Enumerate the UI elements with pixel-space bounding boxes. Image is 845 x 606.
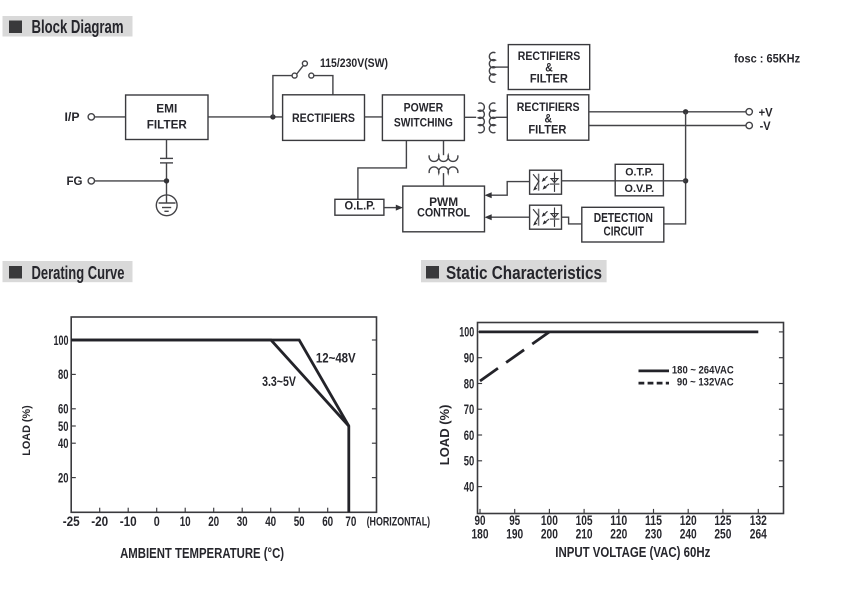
svg-text:180: 180 [472, 527, 489, 542]
svg-text:250: 250 [714, 527, 731, 542]
svg-text:60: 60 [464, 428, 475, 443]
svg-text:50: 50 [294, 514, 305, 529]
svg-text:115: 115 [645, 513, 662, 528]
svg-text:SWITCHING: SWITCHING [394, 115, 453, 129]
svg-text:120: 120 [680, 513, 697, 528]
svg-text:264: 264 [750, 527, 767, 542]
svg-text:70: 70 [464, 402, 475, 417]
svg-text:180 ~ 264VAC: 180 ~ 264VAC [672, 364, 734, 376]
svg-text:RECTIFIERS: RECTIFIERS [292, 111, 355, 125]
svg-text:LOAD (%): LOAD (%) [437, 405, 452, 466]
svg-text:230: 230 [645, 527, 662, 542]
svg-text:FILTER: FILTER [530, 74, 569, 86]
svg-text:90 ~ 132VAC: 90 ~ 132VAC [677, 376, 734, 388]
svg-text:100: 100 [54, 333, 69, 348]
svg-text:+V: +V [759, 105, 773, 119]
svg-text:0: 0 [154, 514, 160, 529]
svg-text:O.L.P.: O.L.P. [345, 201, 376, 213]
svg-text:FILTER: FILTER [528, 125, 567, 137]
svg-text:-20: -20 [91, 514, 108, 529]
svg-text:DETECTION: DETECTION [594, 211, 653, 225]
svg-text:FILTER: FILTER [147, 118, 187, 132]
svg-text:80: 80 [464, 376, 475, 391]
svg-text:50: 50 [58, 419, 69, 434]
svg-text:Block Diagram: Block Diagram [32, 17, 124, 37]
svg-text:80: 80 [58, 367, 69, 382]
svg-text:60: 60 [322, 514, 333, 529]
svg-text:110: 110 [610, 513, 627, 528]
svg-text:12~48V: 12~48V [316, 351, 356, 366]
svg-text:RECTIFIERS: RECTIFIERS [518, 51, 581, 63]
svg-text:PWM: PWM [429, 195, 458, 209]
svg-text:40: 40 [464, 479, 475, 494]
svg-text:40: 40 [265, 514, 276, 529]
svg-text:20: 20 [58, 470, 69, 485]
svg-text:O.T.P.: O.T.P. [625, 167, 653, 179]
svg-text:FG: FG [67, 174, 83, 188]
svg-text:125: 125 [714, 513, 731, 528]
svg-text:115/230V(SW): 115/230V(SW) [320, 56, 388, 70]
svg-text:-V: -V [760, 119, 771, 133]
svg-text:60: 60 [58, 402, 69, 417]
svg-text:50: 50 [464, 454, 475, 469]
svg-text:220: 220 [610, 527, 627, 542]
svg-text:240: 240 [680, 527, 697, 542]
svg-text:&: & [545, 62, 553, 74]
svg-text:Static Characteristics: Static Characteristics [446, 263, 602, 283]
svg-text:(HORIZONTAL): (HORIZONTAL) [367, 516, 431, 528]
svg-text:&: & [544, 114, 552, 126]
svg-text:CONTROL: CONTROL [417, 206, 470, 220]
svg-text:3.3~5V: 3.3~5V [262, 374, 296, 389]
svg-text:105: 105 [576, 513, 593, 528]
svg-text:LOAD (%): LOAD (%) [21, 405, 33, 456]
svg-text:200: 200 [541, 527, 558, 542]
svg-text:40: 40 [58, 436, 69, 451]
svg-text:AMBIENT TEMPERATURE (°C): AMBIENT TEMPERATURE (°C) [120, 546, 284, 562]
svg-text:RECTIFIERS: RECTIFIERS [517, 102, 580, 114]
svg-text:-10: -10 [120, 514, 137, 529]
svg-text:EMI: EMI [156, 102, 177, 116]
svg-text:-25: -25 [63, 514, 80, 529]
svg-text:90: 90 [475, 513, 486, 528]
svg-text:20: 20 [208, 514, 219, 529]
svg-text:190: 190 [506, 527, 523, 542]
svg-text:100: 100 [541, 513, 558, 528]
svg-text:POWER: POWER [404, 101, 444, 115]
svg-text:70: 70 [345, 514, 356, 529]
svg-text:95: 95 [509, 513, 520, 528]
svg-text:90: 90 [464, 351, 475, 366]
svg-text:I/P: I/P [65, 110, 80, 124]
svg-text:210: 210 [576, 527, 593, 542]
svg-text:Derating Curve: Derating Curve [32, 263, 125, 283]
svg-text:fosc : 65KHz: fosc : 65KHz [734, 52, 800, 66]
svg-text:O.V.P.: O.V.P. [625, 183, 655, 195]
svg-text:30: 30 [237, 514, 248, 529]
svg-text:CIRCUIT: CIRCUIT [604, 225, 645, 239]
svg-text:INPUT VOLTAGE (VAC) 60Hz: INPUT VOLTAGE (VAC) 60Hz [555, 545, 710, 561]
svg-text:10: 10 [180, 514, 191, 529]
svg-text:100: 100 [459, 325, 474, 340]
svg-text:132: 132 [750, 513, 767, 528]
